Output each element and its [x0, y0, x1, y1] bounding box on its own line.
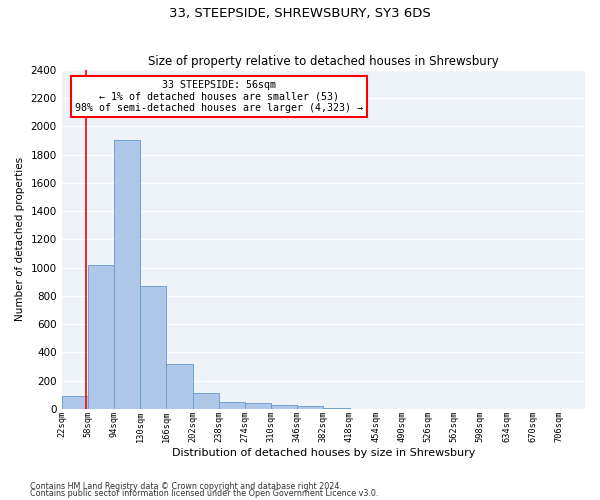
Bar — [323, 408, 350, 409]
Bar — [88, 265, 114, 409]
Bar — [140, 286, 166, 409]
Text: 33 STEEPSIDE: 56sqm
← 1% of detached houses are smaller (53)
98% of semi-detache: 33 STEEPSIDE: 56sqm ← 1% of detached hou… — [74, 80, 362, 113]
Bar — [218, 402, 245, 409]
Bar — [193, 393, 218, 409]
Y-axis label: Number of detached properties: Number of detached properties — [15, 158, 25, 322]
Text: 33, STEEPSIDE, SHREWSBURY, SY3 6DS: 33, STEEPSIDE, SHREWSBURY, SY3 6DS — [169, 8, 431, 20]
Bar — [271, 405, 297, 409]
Bar — [297, 406, 323, 409]
X-axis label: Distribution of detached houses by size in Shrewsbury: Distribution of detached houses by size … — [172, 448, 475, 458]
Text: Contains HM Land Registry data © Crown copyright and database right 2024.: Contains HM Land Registry data © Crown c… — [30, 482, 342, 491]
Bar — [62, 396, 88, 409]
Bar — [114, 140, 140, 409]
Bar — [245, 404, 271, 409]
Text: Contains public sector information licensed under the Open Government Licence v3: Contains public sector information licen… — [30, 489, 379, 498]
Title: Size of property relative to detached houses in Shrewsbury: Size of property relative to detached ho… — [148, 56, 499, 68]
Bar — [166, 364, 193, 409]
